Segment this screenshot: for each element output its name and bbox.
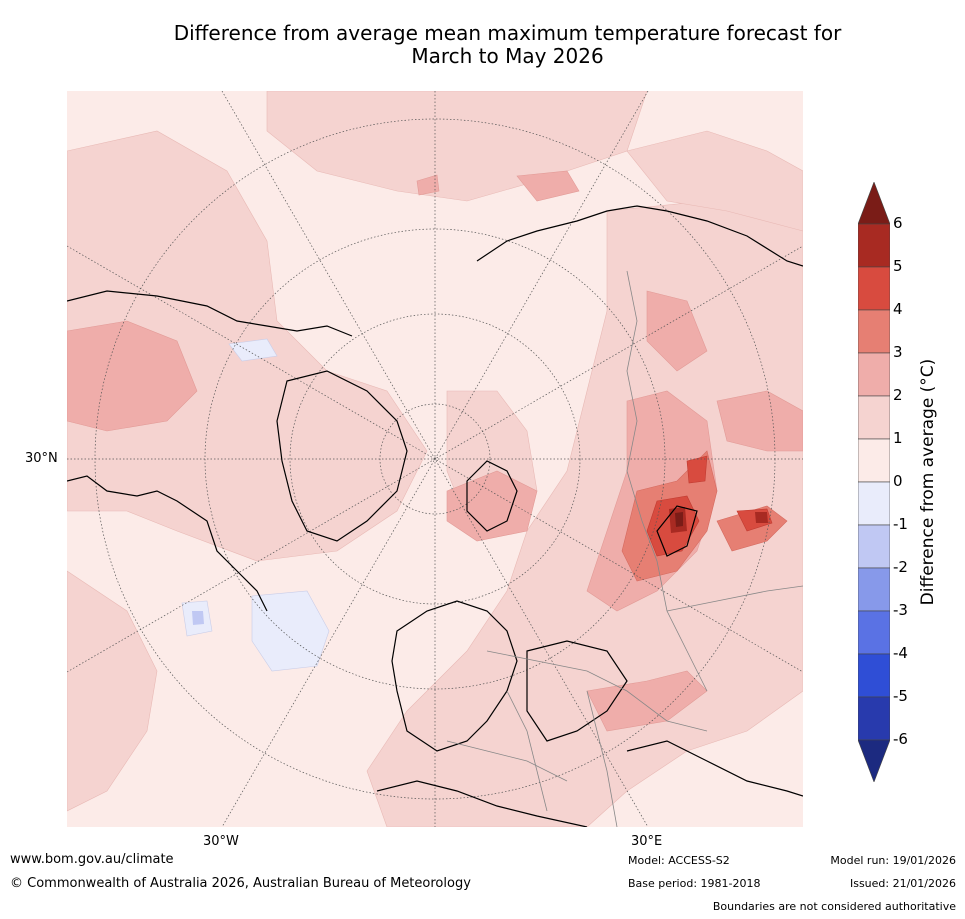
colorbar-bin — [858, 696, 890, 741]
colorbar-bin — [858, 309, 890, 354]
colorbar-tick-label: 3 — [893, 343, 903, 361]
footer-model: Model: ACCESS-S2 — [628, 854, 730, 867]
colorbar-title: Difference from average (°C) — [918, 358, 938, 606]
colorbar-bin — [858, 223, 890, 268]
colorbar-tick-label: 5 — [893, 257, 903, 275]
colorbar-bin — [858, 182, 890, 225]
coastlines — [67, 205, 803, 827]
colorbar-tick-label: -4 — [893, 644, 908, 662]
colorbar-bin — [858, 438, 890, 483]
footer-copyright: © Commonwealth of Australia 2026, Austra… — [10, 876, 471, 891]
longitude-label-30e: 30°E — [631, 834, 663, 849]
colorbar-bin — [858, 524, 890, 569]
footer-disclaimer: Boundaries are not considered authoritat… — [712, 900, 956, 913]
colorbar-tick-label: 2 — [893, 386, 903, 404]
colorbar-tick-label: 6 — [893, 214, 903, 232]
colorbar-bin — [858, 653, 890, 698]
anomaly-minus-1-2-region — [192, 611, 204, 625]
colorbar — [858, 182, 890, 782]
title-line-2: March to May 2026 — [411, 44, 604, 68]
colorbar-bin — [858, 567, 890, 612]
footer-model-run: Model run: 19/01/2026 — [830, 854, 956, 867]
title-line-1: Difference from average mean maximum tem… — [173, 21, 842, 45]
map-area — [67, 91, 803, 827]
footer-base-period: Base period: 1981-2018 — [628, 877, 761, 890]
country-boundaries — [446, 270, 803, 827]
colorbar-tick-label: -1 — [893, 515, 908, 533]
footer-issued: Issued: 21/01/2026 — [849, 877, 956, 890]
colorbar-bin — [858, 266, 890, 311]
colorbar-tick-label: 1 — [893, 429, 903, 447]
footer-website: www.bom.gov.au/climate — [10, 852, 174, 867]
colorbar-bins — [858, 182, 890, 782]
colorbar-bin — [858, 395, 890, 440]
chart-title: Difference from average mean maximum tem… — [60, 22, 955, 68]
colorbar-tick-label: 0 — [893, 472, 903, 490]
colorbar-bin — [858, 739, 890, 782]
colorbar-tick-label: -6 — [893, 730, 908, 748]
graticule — [67, 91, 803, 827]
longitude-label-30w: 30°W — [203, 834, 239, 849]
colorbar-tick-label: -3 — [893, 601, 908, 619]
colorbar-bin — [858, 352, 890, 397]
anomaly-above-6-regions — [675, 512, 683, 527]
colorbar-tick-label: 4 — [893, 300, 903, 318]
colorbar-bin — [858, 481, 890, 526]
map-canvas — [67, 91, 803, 827]
latitude-label-30n: 30°N — [25, 451, 58, 466]
colorbar-tick-label: -2 — [893, 558, 908, 576]
colorbar-tick-label: -5 — [893, 687, 908, 705]
colorbar-bin — [858, 610, 890, 655]
